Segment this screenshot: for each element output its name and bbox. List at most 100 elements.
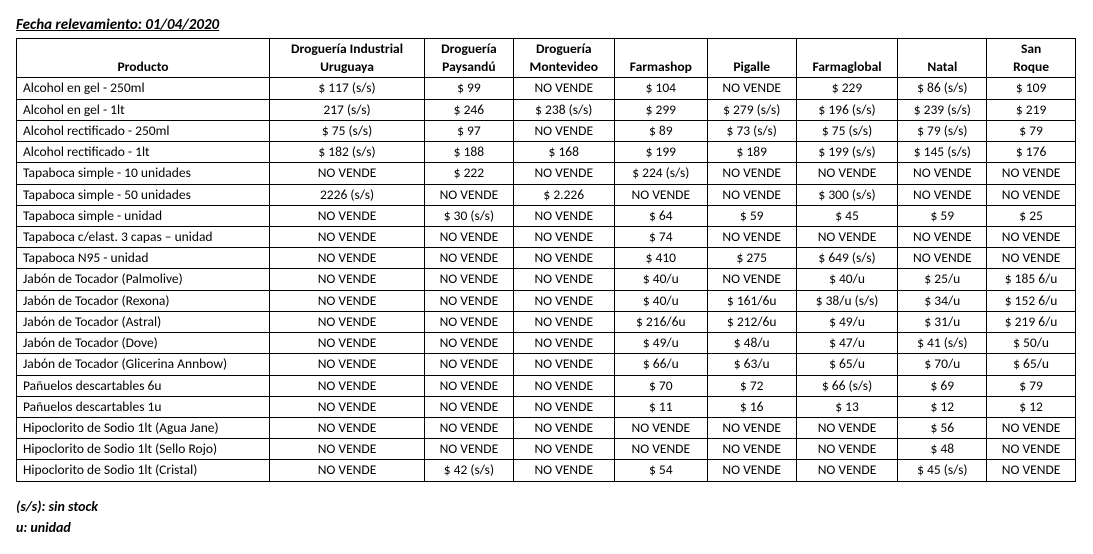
- price-cell: NO VENDE: [513, 205, 614, 226]
- price-cell: NO VENDE: [796, 460, 898, 481]
- price-cell: NO VENDE: [270, 163, 425, 184]
- price-cell: NO VENDE: [707, 269, 796, 290]
- product-name-cell: Tapaboca simple - unidad: [17, 205, 270, 226]
- price-cell: NO VENDE: [987, 163, 1076, 184]
- price-cell: NO VENDE: [796, 163, 898, 184]
- price-cell: $ 299: [614, 99, 707, 120]
- table-row: Alcohol rectificado - 250ml$ 75 (s/s)$ 9…: [17, 120, 1076, 141]
- price-cell: NO VENDE: [987, 226, 1076, 247]
- price-cell: NO VENDE: [425, 290, 514, 311]
- price-cell: $ 70: [614, 375, 707, 396]
- price-cell: $ 59: [707, 205, 796, 226]
- price-cell: NO VENDE: [425, 248, 514, 269]
- table-row: Alcohol en gel - 250ml$ 117 (s/s)$ 99NO …: [17, 78, 1076, 99]
- product-name-cell: Tapaboca N95 - unidad: [17, 248, 270, 269]
- col-header-store: SanRoque: [987, 39, 1076, 78]
- product-name-cell: Pañuelos descartables 6u: [17, 375, 270, 396]
- product-name-cell: Alcohol rectificado - 1lt: [17, 142, 270, 163]
- price-cell: $ 70/u: [898, 354, 987, 375]
- price-cell: NO VENDE: [425, 439, 514, 460]
- price-cell: NO VENDE: [425, 375, 514, 396]
- col-header-store: Natal: [898, 39, 987, 78]
- price-cell: 2226 (s/s): [270, 184, 425, 205]
- price-cell: $ 50/u: [987, 333, 1076, 354]
- price-cell: NO VENDE: [513, 375, 614, 396]
- price-cell: $ 222: [425, 163, 514, 184]
- price-cell: $ 49/u: [614, 333, 707, 354]
- price-cell: $ 199: [614, 142, 707, 163]
- price-cell: $ 189: [707, 142, 796, 163]
- price-cell: $ 219: [987, 99, 1076, 120]
- price-cell: NO VENDE: [614, 439, 707, 460]
- price-cell: NO VENDE: [614, 417, 707, 438]
- price-cell: $ 34/u: [898, 290, 987, 311]
- table-body: Alcohol en gel - 250ml$ 117 (s/s)$ 99NO …: [17, 78, 1076, 481]
- price-cell: NO VENDE: [270, 396, 425, 417]
- price-cell: NO VENDE: [513, 163, 614, 184]
- table-row: Tapaboca simple - unidadNO VENDE$ 30 (s/…: [17, 205, 1076, 226]
- price-cell: $ 45 (s/s): [898, 460, 987, 481]
- product-name-cell: Alcohol en gel - 250ml: [17, 78, 270, 99]
- col-header-product: Producto: [17, 39, 270, 78]
- price-cell: $ 13: [796, 396, 898, 417]
- product-name-cell: Jabón de Tocador (Glicerina Annbow): [17, 354, 270, 375]
- price-cell: $ 59: [898, 205, 987, 226]
- price-cell: $ 12: [898, 396, 987, 417]
- price-cell: NO VENDE: [425, 311, 514, 332]
- price-cell: $ 48/u: [707, 333, 796, 354]
- table-head: ProductoDroguería IndustrialUruguayaDrog…: [17, 39, 1076, 78]
- price-cell: NO VENDE: [513, 78, 614, 99]
- price-cell: $ 66/u: [614, 354, 707, 375]
- price-cell: NO VENDE: [513, 354, 614, 375]
- price-cell: NO VENDE: [707, 460, 796, 481]
- price-cell: NO VENDE: [898, 163, 987, 184]
- table-row: Jabón de Tocador (Rexona)NO VENDENO VEND…: [17, 290, 1076, 311]
- price-cell: NO VENDE: [425, 354, 514, 375]
- price-cell: 217 (s/s): [270, 99, 425, 120]
- price-cell: NO VENDE: [796, 439, 898, 460]
- price-cell: $ 65/u: [987, 354, 1076, 375]
- price-table: ProductoDroguería IndustrialUruguayaDrog…: [16, 38, 1076, 482]
- price-cell: $ 45: [796, 205, 898, 226]
- price-cell: $ 229: [796, 78, 898, 99]
- price-cell: NO VENDE: [270, 311, 425, 332]
- price-cell: NO VENDE: [898, 184, 987, 205]
- price-cell: $ 196 (s/s): [796, 99, 898, 120]
- price-cell: $ 40/u: [796, 269, 898, 290]
- price-cell: $ 246: [425, 99, 514, 120]
- price-cell: NO VENDE: [898, 226, 987, 247]
- price-cell: $ 47/u: [796, 333, 898, 354]
- price-cell: NO VENDE: [513, 290, 614, 311]
- table-row: Tapaboca c/elast. 3 capas – unidadNO VEN…: [17, 226, 1076, 247]
- price-cell: $ 79: [987, 120, 1076, 141]
- price-cell: $ 75 (s/s): [270, 120, 425, 141]
- price-cell: $ 239 (s/s): [898, 99, 987, 120]
- price-cell: NO VENDE: [270, 460, 425, 481]
- price-cell: $ 2.226: [513, 184, 614, 205]
- price-cell: $ 104: [614, 78, 707, 99]
- price-cell: $ 72: [707, 375, 796, 396]
- price-cell: $ 31/u: [898, 311, 987, 332]
- product-name-cell: Hipoclorito de Sodio 1lt (Cristal): [17, 460, 270, 481]
- price-cell: NO VENDE: [513, 226, 614, 247]
- price-cell: $ 224 (s/s): [614, 163, 707, 184]
- price-cell: NO VENDE: [707, 78, 796, 99]
- price-cell: NO VENDE: [707, 184, 796, 205]
- price-cell: NO VENDE: [270, 375, 425, 396]
- price-cell: $ 79: [987, 375, 1076, 396]
- product-name-cell: Hipoclorito de Sodio 1lt (Sello Rojo): [17, 439, 270, 460]
- product-name-cell: Jabón de Tocador (Palmolive): [17, 269, 270, 290]
- table-row: Hipoclorito de Sodio 1lt (Agua Jane)NO V…: [17, 417, 1076, 438]
- price-cell: $ 73 (s/s): [707, 120, 796, 141]
- price-cell: NO VENDE: [513, 269, 614, 290]
- price-cell: NO VENDE: [270, 226, 425, 247]
- price-cell: NO VENDE: [707, 163, 796, 184]
- price-cell: NO VENDE: [513, 460, 614, 481]
- price-cell: NO VENDE: [987, 184, 1076, 205]
- price-cell: NO VENDE: [513, 120, 614, 141]
- price-cell: NO VENDE: [614, 184, 707, 205]
- product-name-cell: Alcohol rectificado - 250ml: [17, 120, 270, 141]
- price-cell: NO VENDE: [987, 248, 1076, 269]
- price-cell: $ 25/u: [898, 269, 987, 290]
- price-cell: $ 275: [707, 248, 796, 269]
